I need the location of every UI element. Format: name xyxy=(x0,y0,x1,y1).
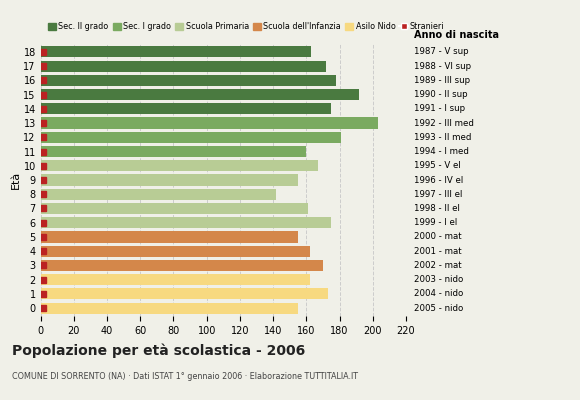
Text: 1988 - VI sup: 1988 - VI sup xyxy=(414,62,472,70)
Text: 2004 - nido: 2004 - nido xyxy=(414,290,463,298)
Text: 2000 - mat: 2000 - mat xyxy=(414,232,462,242)
Text: 1993 - II med: 1993 - II med xyxy=(414,133,472,142)
Bar xyxy=(41,160,318,171)
Bar xyxy=(41,132,341,143)
Bar xyxy=(41,303,298,314)
Bar xyxy=(41,46,311,57)
Text: 1991 - I sup: 1991 - I sup xyxy=(414,104,466,113)
Text: 1996 - IV el: 1996 - IV el xyxy=(414,176,463,184)
Text: 1997 - III el: 1997 - III el xyxy=(414,190,463,199)
Text: COMUNE DI SORRENTO (NA) · Dati ISTAT 1° gennaio 2006 · Elaborazione TUTTITALIA.I: COMUNE DI SORRENTO (NA) · Dati ISTAT 1° … xyxy=(12,372,358,381)
Text: 1995 - V el: 1995 - V el xyxy=(414,161,461,170)
Text: 1999 - I el: 1999 - I el xyxy=(414,218,458,227)
Bar xyxy=(41,274,310,285)
Bar xyxy=(41,203,308,214)
Bar xyxy=(41,232,298,242)
Bar xyxy=(41,103,331,114)
Legend: Sec. II grado, Sec. I grado, Scuola Primaria, Scuola dell'Infanzia, Asilo Nido, : Sec. II grado, Sec. I grado, Scuola Prim… xyxy=(45,19,448,34)
Text: Anno di nascita: Anno di nascita xyxy=(414,30,499,40)
Text: 1990 - II sup: 1990 - II sup xyxy=(414,90,468,99)
Bar xyxy=(41,89,360,100)
Bar xyxy=(41,75,336,86)
Text: 1994 - I med: 1994 - I med xyxy=(414,147,469,156)
Bar xyxy=(41,146,306,157)
Text: 2002 - mat: 2002 - mat xyxy=(414,261,462,270)
Text: 2001 - mat: 2001 - mat xyxy=(414,247,462,256)
Text: 1998 - II el: 1998 - II el xyxy=(414,204,461,213)
Bar xyxy=(41,118,378,128)
Bar xyxy=(41,174,298,186)
Bar xyxy=(41,246,310,257)
Bar xyxy=(41,217,331,228)
Text: 1989 - III sup: 1989 - III sup xyxy=(414,76,470,85)
Text: Popolazione per età scolastica - 2006: Popolazione per età scolastica - 2006 xyxy=(12,344,305,358)
Y-axis label: Età: Età xyxy=(10,171,20,189)
Bar xyxy=(41,189,277,200)
Text: 1987 - V sup: 1987 - V sup xyxy=(414,47,469,56)
Text: 2005 - nido: 2005 - nido xyxy=(414,304,463,313)
Text: 1992 - III med: 1992 - III med xyxy=(414,118,474,128)
Bar xyxy=(41,260,323,271)
Bar xyxy=(41,288,328,300)
Text: 2003 - nido: 2003 - nido xyxy=(414,275,463,284)
Bar xyxy=(41,60,327,72)
